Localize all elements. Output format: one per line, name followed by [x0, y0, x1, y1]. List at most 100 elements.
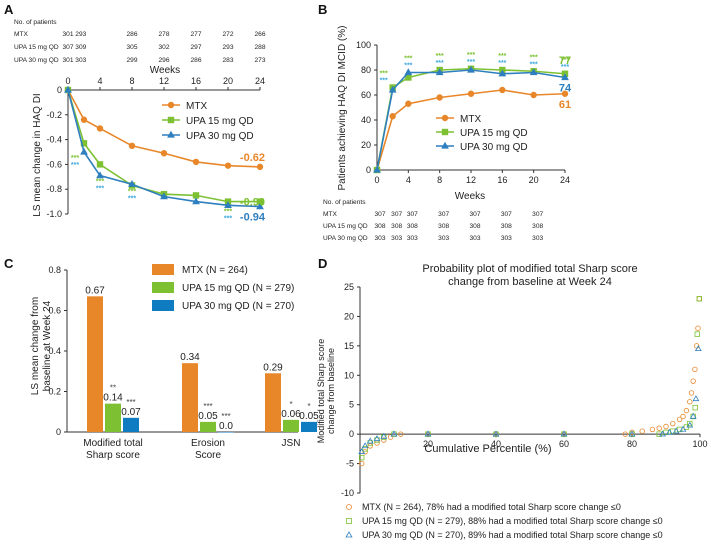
panel-a-table-cell: 305	[126, 44, 137, 51]
panel-c-bar-label: 0.67	[85, 285, 105, 296]
panel-a-sig-upa30: ***	[128, 195, 136, 202]
panel-d-x-tick-label: 60	[559, 439, 569, 449]
panel-b-y-label: Patients achieving HAQ DI MCID (%)	[337, 25, 348, 190]
panel-d-point	[649, 426, 656, 433]
panel-d-legend-marker	[346, 518, 352, 524]
panel-c-sig: *	[289, 400, 292, 409]
panel-a-table-cell: 272	[222, 31, 233, 38]
panel-b-sig-upa30: ***	[498, 60, 506, 67]
panel-b-table-cell: 307	[532, 211, 543, 218]
panel-b-point	[436, 94, 443, 101]
panel-d-point	[628, 430, 636, 437]
panel-d-x-tick-label: 80	[627, 439, 637, 449]
panel-b-legend-marker	[441, 141, 449, 149]
panel-d-point	[687, 399, 693, 405]
panel-b-x-tick-label: 4	[406, 175, 411, 185]
panel-a-table-cell: 301	[62, 31, 73, 38]
panel-b-sig-upa30: ***	[436, 60, 444, 67]
panel-c-sig: ***	[126, 398, 135, 407]
panel-c-bar	[283, 419, 299, 432]
panel-b-point	[561, 90, 569, 97]
panel-b-legend-label: MTX	[460, 114, 481, 125]
panel-c-letter: C	[4, 256, 14, 271]
panel-d-point	[688, 390, 695, 396]
panel-c-bar	[301, 421, 317, 432]
panel-b-point	[467, 90, 475, 97]
panel-a-end-label: -0.62	[240, 152, 265, 164]
panel-d-point	[362, 446, 368, 452]
panel-c-bar-label: 0.34	[180, 352, 200, 363]
panel-a-point	[256, 202, 264, 210]
panel-a-point	[160, 192, 168, 200]
panel-d-point	[695, 325, 701, 331]
panel-d-point	[683, 407, 690, 414]
panel-a-x-tick-label: 8	[129, 76, 134, 86]
panel-b-table-cell: 307	[374, 211, 385, 218]
panel-d-point	[679, 425, 687, 432]
panel-b-sig-upa15: ***	[404, 56, 412, 63]
panel-d-x-tick-label: 40	[491, 439, 501, 449]
panel-d-legend-marker	[346, 504, 352, 510]
panel-d-point	[696, 296, 703, 302]
panel-b-y-tick-label: 40	[361, 115, 371, 125]
panel-b-point	[435, 68, 444, 76]
panel-a-y-tick-label: -0.8	[46, 184, 62, 194]
panel-b-table-row-label: MTX	[323, 211, 338, 218]
panel-d-y-label-line-1: Modified total Sharp score	[316, 339, 326, 444]
panel-c-sig: ***	[221, 412, 230, 421]
panel-a-letter: A	[4, 2, 14, 17]
panel-c-bar	[218, 432, 234, 433]
panel-a-point	[192, 197, 200, 205]
panel-a-x-tick-label: 12	[159, 76, 169, 86]
panel-d-point	[387, 434, 394, 440]
panel-c-legend-swatch	[152, 282, 174, 293]
panel-a-end-label: -0.90	[240, 197, 265, 209]
panel-b-table-cell: 308	[438, 223, 449, 230]
panel-a-point	[192, 158, 200, 166]
panel-a-y-tick-label: -0.2	[46, 110, 62, 120]
panel-a-table-cell: 297	[190, 44, 201, 51]
panel-a-x-tick-label: 0	[65, 76, 70, 86]
panel-d-point	[560, 430, 568, 437]
panel-d-point	[390, 430, 398, 437]
panel-b-sig-upa30: ***	[561, 64, 569, 71]
panel-b-point	[389, 113, 396, 120]
panel-d-point	[639, 428, 645, 434]
panel-d-y-tick-label: 10	[344, 370, 354, 380]
panel-d-point	[696, 296, 703, 302]
panel-d-y-tick-label: 0	[349, 429, 354, 439]
panel-a-sig-upa30: ***	[96, 186, 104, 193]
panel-c-bar	[200, 421, 216, 432]
panel-a-table-row-label: UPA 15 mg QD	[14, 44, 59, 51]
panel-d-point	[398, 431, 404, 437]
panel-d-point	[670, 420, 676, 427]
panel-a-table-cell: 293	[75, 31, 86, 38]
panel-d-legend-marker	[345, 531, 353, 538]
panel-c-y-label-line-1: LS mean change from	[30, 297, 41, 395]
panel-a-table-row-label: UPA 30 mg QD	[14, 57, 59, 64]
panel-b-y-tick-label: 20	[361, 140, 371, 150]
panel-b-x-tick-label: 24	[560, 175, 570, 185]
panel-b-table-cell: 308	[469, 223, 480, 230]
panel-b-point	[561, 73, 569, 81]
panel-b-point	[499, 86, 506, 94]
panel-c-legend-swatch	[152, 300, 174, 311]
panel-c-category-label: Modified total	[83, 438, 142, 449]
panel-d-point	[656, 425, 662, 431]
panel-d-point	[381, 437, 387, 443]
panel-c-legend-label: MTX (N = 264)	[182, 265, 248, 276]
panel-d-legend-label: UPA 15 mg QD (N = 279), 88% had a modifi…	[362, 516, 663, 526]
panel-b-table-cell: 307	[391, 211, 402, 218]
panel-c-bar-label: 0.07	[121, 407, 141, 418]
panel-a-table-cell: 302	[158, 44, 169, 51]
panel-d-x-label: Cumulative Percentile (%)	[424, 443, 551, 455]
panel-a-legend-label: MTX	[186, 101, 207, 112]
panel-b-x-label: Weeks	[455, 191, 485, 202]
panel-d-point	[659, 430, 666, 437]
panel-b-x-tick-label: 8	[437, 175, 442, 185]
panel-d-x-tick-label: 20	[423, 439, 433, 449]
panel-b-point	[373, 165, 381, 173]
panel-d-point	[380, 432, 388, 439]
